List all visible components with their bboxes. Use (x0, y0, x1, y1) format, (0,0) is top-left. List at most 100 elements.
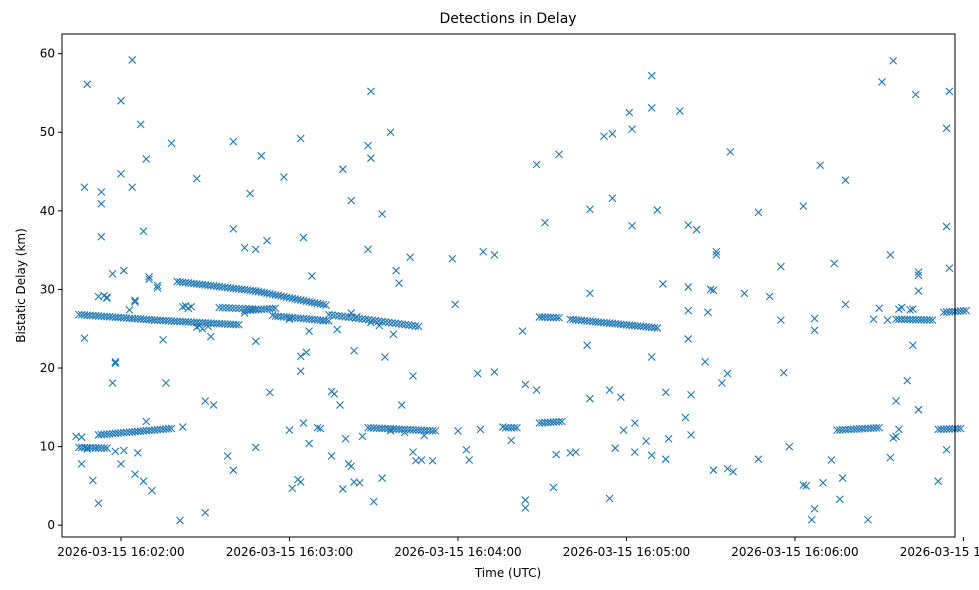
data-point-marker (324, 310, 333, 319)
data-point-marker (549, 483, 558, 492)
data-point-marker (355, 478, 364, 487)
data-point-marker (914, 268, 923, 277)
data-point-marker (900, 315, 909, 324)
data-point-marker (322, 316, 330, 325)
y-tick-label: 0 (47, 518, 55, 532)
data-point-marker (586, 289, 594, 298)
plot-area-frame (61, 33, 956, 538)
data-point-marker (914, 315, 923, 324)
data-point-marker (103, 444, 111, 453)
data-point-marker (810, 314, 819, 323)
data-point-marker (942, 222, 951, 231)
data-point-marker (664, 434, 673, 443)
data-point-marker (279, 173, 288, 181)
x-tick-label: 2026-03-15 16:07:00 (900, 545, 979, 559)
data-point-marker (518, 327, 527, 335)
chart-title: Detections in Delay (439, 11, 576, 27)
data-point-marker (395, 279, 403, 288)
data-point-marker (521, 496, 530, 504)
data-point-marker (384, 318, 393, 327)
data-point-marker (77, 460, 86, 468)
x-axis: 2026-03-15 16:02:00 2026-03-15 16:03:00 20… (57, 537, 979, 559)
data-point-marker (316, 424, 325, 433)
data-point-marker (97, 444, 106, 452)
data-point-marker (133, 449, 142, 457)
data-point-marker (541, 218, 549, 227)
data-point-marker (401, 320, 410, 329)
data-point-marker (816, 161, 825, 170)
data-point-marker (77, 443, 86, 452)
data-point-marker (841, 176, 850, 185)
data-point-marker (389, 330, 398, 339)
data-point-marker (288, 484, 297, 493)
data-point-marker (608, 129, 617, 138)
data-point-marker (91, 443, 100, 452)
data-point-marker (894, 315, 903, 324)
data-point-marker (97, 232, 106, 241)
data-point-marker (398, 320, 406, 329)
data-point-marker (299, 419, 308, 427)
data-point-marker (532, 386, 541, 394)
data-point-marker (611, 444, 620, 453)
y-tick-label: 50 (40, 125, 55, 139)
data-point-marker (557, 417, 566, 426)
data-point-marker (448, 254, 457, 263)
data-point-marker (684, 335, 693, 343)
data-point-marker (914, 287, 923, 295)
x-tick-label: 2026-03-15 16:04:00 (394, 545, 521, 559)
data-point-marker (799, 202, 808, 211)
data-point-marker (192, 174, 201, 183)
data-point-marker (251, 443, 260, 452)
data-point-marker (89, 443, 97, 452)
data-point-marker (167, 139, 176, 148)
y-axis-label: Bistatic Delay (km) (14, 228, 28, 343)
data-point-marker (268, 304, 277, 313)
data-point-marker (723, 369, 732, 378)
data-point-marker (616, 393, 625, 401)
data-point-marker (504, 423, 513, 432)
data-point-marker (411, 322, 420, 330)
data-point-marker (229, 466, 238, 475)
data-point-marker (374, 317, 383, 326)
data-point-marker (108, 379, 117, 387)
data-point-marker (80, 334, 89, 343)
data-point-marker (819, 478, 827, 487)
y-tick-label: 30 (40, 282, 55, 296)
data-point-marker (228, 304, 237, 312)
data-point-marker (687, 430, 695, 439)
data-point-marker (117, 96, 125, 105)
data-point-marker (142, 155, 151, 163)
data-point-marker (684, 306, 693, 315)
data-point-marker (945, 87, 954, 96)
data-point-marker (507, 436, 516, 445)
data-point-marker (513, 423, 521, 432)
data-point-marker (653, 324, 662, 332)
data-point-marker (86, 443, 94, 452)
data-point-marker (709, 466, 718, 475)
data-point-marker (892, 315, 900, 324)
data-point-marker (305, 327, 314, 335)
data-point-marker (521, 380, 530, 389)
data-point-marker (111, 447, 120, 456)
data-point-marker (903, 376, 912, 385)
data-point-marker (835, 495, 844, 504)
data-point-marker (333, 325, 342, 334)
data-point-marker (799, 481, 808, 490)
data-point-marker (718, 379, 726, 387)
data-point-marker (97, 188, 106, 196)
data-point-marker (351, 314, 360, 322)
data-point-marker (251, 245, 260, 254)
data-point-marker (600, 132, 608, 141)
data-point-marker (178, 423, 187, 431)
data-point-marker (404, 321, 413, 329)
data-point-marker (361, 315, 370, 324)
data-point-marker (661, 455, 670, 464)
data-point-marker (246, 189, 255, 198)
data-point-marker (302, 348, 311, 357)
data-point-marker (473, 369, 482, 378)
data-point-marker (807, 515, 816, 524)
data-point-marker (201, 397, 210, 405)
data-point-marker (368, 316, 376, 325)
data-point-marker (229, 225, 238, 233)
data-point-marker (510, 423, 519, 432)
